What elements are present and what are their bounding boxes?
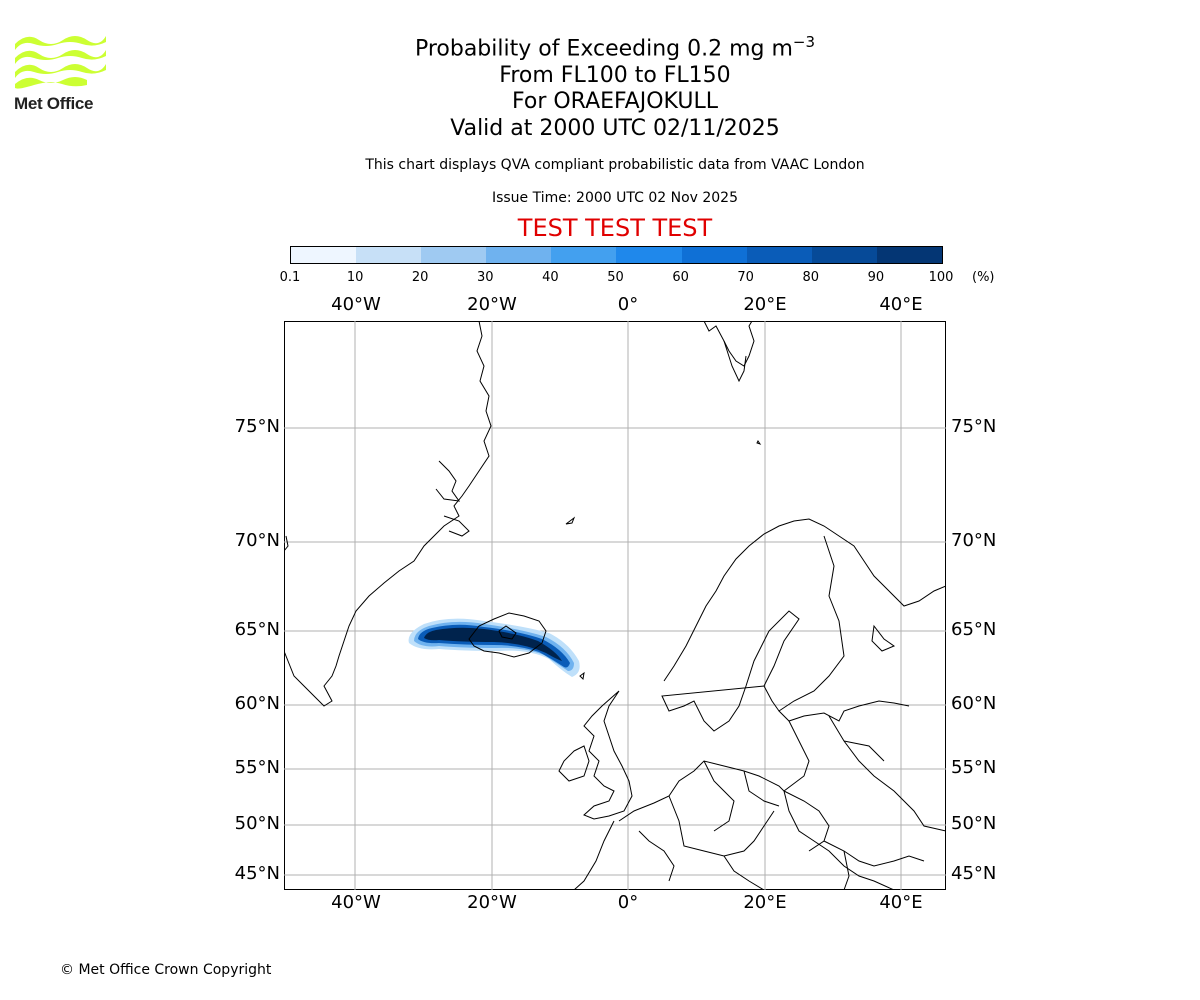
colorbar-bin — [811, 247, 877, 263]
colorbar-tick-label: 10 — [346, 270, 364, 285]
latitude-label: 75°N — [234, 416, 280, 437]
longitude-label: 40°E — [879, 294, 923, 315]
valid-time-title: Valid at 2000 UTC 02/11/2025 — [450, 116, 780, 141]
colorbar-tick-label: 70 — [737, 270, 754, 285]
colorbar-bin — [551, 247, 617, 263]
longitude-label: 20°E — [743, 892, 787, 913]
ash-probability-plume — [408, 618, 580, 677]
colorbar-bin — [681, 247, 747, 263]
title-text: Probability of Exceeding 0.2 mg m — [414, 36, 793, 62]
latitude-label: 70°N — [234, 530, 280, 551]
colorbar-tick-label: 100 — [928, 270, 954, 285]
latitude-label: 60°N — [951, 693, 997, 714]
graticule — [284, 321, 946, 890]
chart-title: Probability of Exceeding 0.2 mg m−3 — [300, 29, 930, 62]
colorbar-bin — [356, 247, 422, 263]
colorbar-bin — [291, 247, 357, 263]
colorbar-tick-label: 50 — [607, 270, 624, 285]
colorbar-tick-label: 20 — [411, 270, 429, 285]
map-panel — [284, 321, 946, 890]
latitude-label: 75°N — [951, 416, 997, 437]
longitude-label: 20°E — [743, 294, 787, 315]
latitude-label: 65°N — [234, 619, 280, 640]
colorbar-bin — [876, 247, 942, 263]
volcano-title: For ORAEFAJOKULL — [512, 89, 718, 114]
colorbar-tick-label: 90 — [867, 270, 885, 285]
latitude-label: 70°N — [951, 530, 997, 551]
colorbar-tick-label: 80 — [802, 270, 820, 285]
logo-text: Met Office — [14, 94, 94, 113]
met-office-waves-icon — [15, 36, 106, 89]
colorbar-bin — [746, 247, 812, 263]
colorbar-tick-label: 30 — [477, 270, 494, 285]
colorbar-bin — [486, 247, 552, 263]
colorbar-bin — [421, 247, 487, 263]
latitude-label: 45°N — [951, 863, 997, 884]
longitude-label: 0° — [617, 294, 639, 315]
coastlines — [284, 321, 946, 890]
met-office-logo: Met Office — [14, 30, 109, 113]
colorbar-bin — [616, 247, 682, 263]
longitude-label: 0° — [617, 892, 639, 913]
latitude-label: 55°N — [951, 757, 997, 778]
colorbar — [290, 246, 943, 264]
flight-level-title: From FL100 to FL150 — [499, 63, 731, 88]
latitude-label: 55°N — [234, 757, 280, 778]
title-exponent: −3 — [792, 33, 816, 51]
latitude-label: 50°N — [234, 813, 280, 834]
latitude-label: 65°N — [951, 619, 997, 640]
colorbar-tick-label: 0.1 — [279, 270, 301, 285]
longitude-label: 40°W — [331, 892, 381, 913]
subtitle: This chart displays QVA compliant probab… — [365, 157, 865, 173]
latitude-label: 45°N — [234, 863, 280, 884]
colorbar-tick-label: 60 — [672, 270, 689, 285]
test-banner: TEST TEST TEST — [517, 214, 713, 242]
issue-time: Issue Time: 2000 UTC 02 Nov 2025 — [491, 190, 739, 206]
copyright-notice: © Met Office Crown Copyright — [60, 962, 272, 978]
colorbar-unit: (%) — [972, 270, 995, 285]
longitude-label: 40°W — [331, 294, 381, 315]
latitude-label: 50°N — [951, 813, 997, 834]
longitude-label: 20°W — [467, 892, 517, 913]
longitude-label: 40°E — [879, 892, 923, 913]
longitude-label: 20°W — [467, 294, 517, 315]
colorbar-tick-label: 40 — [542, 270, 559, 285]
latitude-label: 60°N — [234, 693, 280, 714]
